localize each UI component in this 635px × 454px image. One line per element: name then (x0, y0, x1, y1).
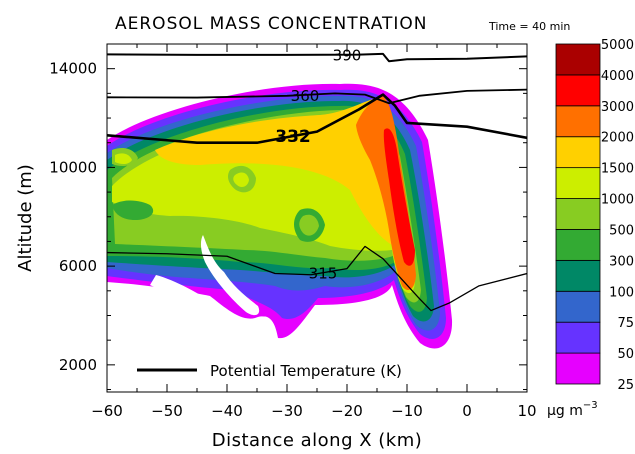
y-tick-label: 14000 (49, 60, 97, 78)
contour-labels: 390 360 332 315 (275, 47, 362, 283)
x-tick-label: −40 (211, 402, 243, 420)
x-tick-label: −50 (151, 402, 183, 420)
colorbar-label: 50 (617, 347, 634, 362)
x-tick-label: −20 (331, 402, 363, 420)
contour-332 (107, 93, 527, 145)
colorbar-label: 1000 (601, 193, 634, 208)
contour-label-360: 360 (291, 87, 320, 105)
colorbar-swatch (555, 290, 601, 323)
chart-title: AEROSOL MASS CONCENTRATION (115, 14, 428, 34)
contour-360 (107, 88, 527, 105)
colorbar-swatch (555, 43, 601, 76)
colorbar-label: 1500 (601, 162, 634, 177)
contour-315 (107, 245, 527, 312)
colorbar-swatch (555, 229, 601, 261)
colorbar-label: 25 (617, 378, 634, 393)
colorbar-label: 500 (609, 223, 634, 238)
contour-label-315: 315 (309, 265, 338, 283)
colorbar-swatch (555, 259, 601, 292)
x-tick-label: −30 (271, 402, 303, 420)
colorbar-label: 5000 (601, 38, 634, 53)
colorbar-unit-exponent: −3 (583, 400, 598, 411)
colorbar-label: 3000 (601, 100, 634, 115)
colorbar-swatch (555, 352, 601, 385)
y-tick-label: 6000 (59, 257, 97, 275)
colorbar: 25 50 75 100 300 500 1000 1500 2000 3000 4000 5000 (555, 38, 634, 393)
colorbar-label: 100 (609, 285, 634, 300)
contour-label-390: 390 (333, 47, 362, 65)
colorbar-swatch (555, 105, 601, 138)
x-axis: −60 −50 −40 −30 −20 −10 0 10 (91, 44, 537, 420)
colorbar-label: 300 (609, 254, 634, 269)
x-tick-label: −10 (391, 402, 423, 420)
y-tick-label: 10000 (49, 158, 97, 176)
colorbar-swatch (555, 167, 601, 199)
concentration-field (107, 83, 453, 349)
colorbar-unit-text: μg m (547, 403, 583, 419)
colorbar-swatch (555, 74, 601, 107)
colorbar-unit-label: μg m−3 (547, 400, 598, 419)
x-tick-label: −60 (91, 402, 123, 420)
contour-lines (107, 52, 527, 312)
colorbar-label: 2000 (601, 131, 634, 146)
colorbar-swatch (555, 321, 601, 354)
colorbar-label: 75 (617, 316, 634, 331)
y-tick-label: 2000 (59, 356, 97, 374)
contour-label-332: 332 (275, 127, 311, 147)
contour-390 (107, 52, 527, 63)
y-axis: 2000 6000 10000 14000 (49, 43, 527, 391)
x-tick-label: 0 (462, 402, 472, 420)
contour-legend-label: Potential Temperature (K) (210, 362, 402, 380)
time-label: Time = 40 min (488, 20, 570, 33)
y-axis-label: Altitude (m) (15, 164, 36, 272)
colorbar-label: 4000 (601, 69, 634, 84)
x-tick-label: 10 (517, 402, 536, 420)
colorbar-swatch (555, 198, 601, 230)
x-axis-label: Distance along X (km) (212, 430, 423, 451)
colorbar-swatch (555, 136, 601, 169)
